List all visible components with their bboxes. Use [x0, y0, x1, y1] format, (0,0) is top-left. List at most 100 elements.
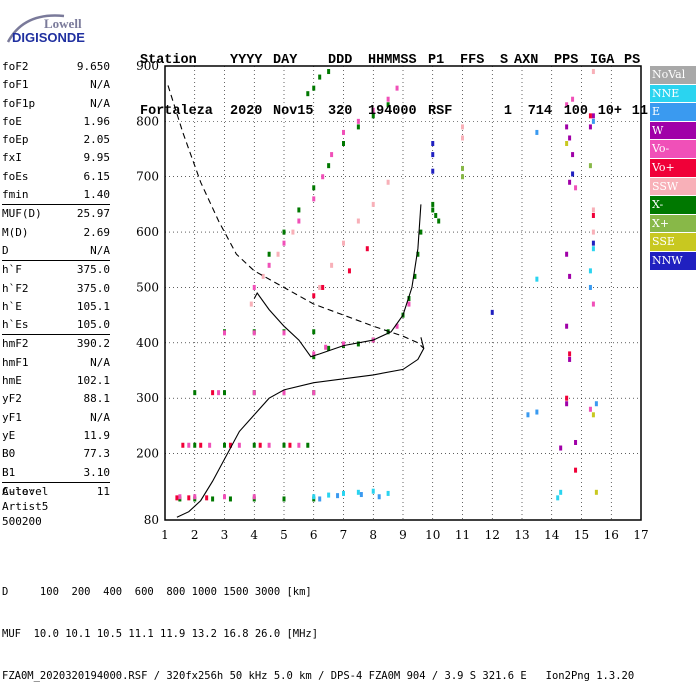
- echo-point: [228, 442, 232, 448]
- header-label-7: S: [500, 53, 509, 68]
- param-name: foF2: [2, 60, 29, 73]
- legend-entry-e: E: [650, 103, 696, 122]
- echo-point: [591, 240, 595, 246]
- y-tick-label: 900: [136, 59, 159, 73]
- echo-point: [535, 409, 539, 415]
- echo-point: [237, 442, 241, 448]
- legend-entry-x-: X+: [650, 214, 696, 234]
- header-label-5: P1: [428, 53, 445, 68]
- param-row: M(D) 2.69: [2, 224, 110, 242]
- echo-point: [386, 179, 390, 185]
- header-value-5: RSF: [428, 104, 453, 119]
- y-tick-label: 700: [136, 170, 159, 184]
- header-label-4: HHMMSS: [368, 53, 417, 68]
- header-value-9: 100: [563, 104, 588, 119]
- echo-point: [588, 284, 592, 290]
- param-value: N/A: [90, 78, 110, 92]
- header-label-6: FFS: [460, 53, 485, 68]
- param-value: 390.2: [76, 337, 110, 351]
- param-name: h`Es: [2, 318, 29, 332]
- param-value: 11: [96, 484, 110, 498]
- echo-point: [407, 296, 411, 302]
- param-name: foE: [2, 114, 22, 128]
- echo-point: [565, 395, 569, 401]
- echo-point: [181, 442, 185, 448]
- trace-solid-curve: [253, 204, 422, 358]
- echo-point: [336, 493, 340, 499]
- echo-point: [416, 251, 420, 257]
- echo-point: [490, 309, 494, 315]
- param-row: foF1 N/A: [2, 76, 110, 94]
- x-tick-label: 13: [514, 528, 529, 542]
- param-row: D N/A: [2, 242, 110, 260]
- echo-point: [431, 141, 435, 147]
- header-label-1: YYYY: [230, 53, 263, 68]
- echo-point: [559, 445, 563, 451]
- x-tick-label: 6: [310, 528, 318, 542]
- echo-point: [594, 489, 598, 495]
- echo-point: [431, 201, 435, 207]
- auto-label: Auto:: [2, 485, 36, 498]
- echo-point: [312, 293, 316, 299]
- echo-point: [588, 163, 592, 169]
- x-tick-label: 16: [604, 528, 619, 542]
- param-value: 105.0: [76, 318, 110, 332]
- echo-point: [535, 129, 539, 135]
- echo-point: [356, 124, 360, 130]
- header-value-11: 11: [631, 104, 648, 119]
- x-tick-label: 9: [399, 528, 407, 542]
- echo-point: [571, 152, 575, 158]
- legend-entry-noval: NoVal: [650, 66, 696, 85]
- param-value: N/A: [90, 355, 110, 369]
- param-name: hmE: [2, 374, 22, 388]
- legend-entry-vo-: Vo-: [650, 140, 696, 159]
- header-values: Fortaleza 2020 Nov15 320 194000 RSF 1 714 100 10+…: [140, 103, 648, 120]
- profile-solid-curve: [176, 337, 425, 518]
- param-value: 102.1: [76, 374, 110, 388]
- echo-point: [395, 323, 399, 329]
- param-name: B1: [2, 465, 16, 479]
- echo-point: [312, 390, 316, 396]
- echo-point: [565, 251, 569, 257]
- echo-point: [431, 207, 435, 213]
- echo-point: [574, 467, 578, 473]
- x-tick-label: 14: [544, 528, 560, 542]
- echo-point: [261, 273, 265, 279]
- echo-point: [347, 268, 351, 274]
- echo-point: [535, 276, 539, 282]
- echo-point: [252, 390, 256, 396]
- polarization-legend: NoVal NNE E W Vo- Vo+ SSW X- X+ SSE NNW: [650, 66, 696, 271]
- echo-point: [297, 442, 301, 448]
- autoscaling-info: Auto: Artist5 500200: [2, 484, 48, 529]
- param-value: 9.650: [76, 60, 110, 73]
- echo-point: [223, 330, 226, 336]
- echo-point: [365, 246, 369, 252]
- echo-point: [571, 171, 575, 177]
- echo-point: [565, 102, 569, 108]
- header-label-3: DDD: [328, 53, 353, 68]
- echo-point: [431, 168, 435, 174]
- param-row: yF2 88.1: [2, 390, 110, 408]
- param-name: h`F2: [2, 281, 29, 295]
- echo-point: [568, 356, 572, 362]
- legend-entry-nne: NNE: [650, 84, 696, 104]
- echo-point: [208, 442, 212, 448]
- param-name: MUF(D): [2, 207, 42, 221]
- header-label-11: PS: [624, 53, 641, 68]
- echo-point: [187, 442, 191, 448]
- echo-point: [568, 273, 572, 279]
- echo-point: [312, 185, 316, 191]
- header-value-2: Nov15: [273, 104, 314, 119]
- echo-point: [282, 390, 286, 396]
- footer-file-info: FZA0M_2020320194000.RSF / 320fx256h 50 k…: [2, 670, 635, 682]
- param-name: M(D): [2, 225, 29, 239]
- echo-point: [217, 390, 221, 396]
- echo-point: [342, 240, 345, 246]
- footer-distance-row: D 100 200 400 600 800 1000 1500 3000 [km…: [2, 586, 312, 598]
- echo-point: [371, 107, 375, 113]
- param-value: 9.95: [83, 151, 111, 165]
- echo-point: [327, 69, 331, 75]
- echo-point: [306, 91, 310, 97]
- param-value: 375.0: [76, 263, 110, 277]
- echo-point: [526, 412, 530, 418]
